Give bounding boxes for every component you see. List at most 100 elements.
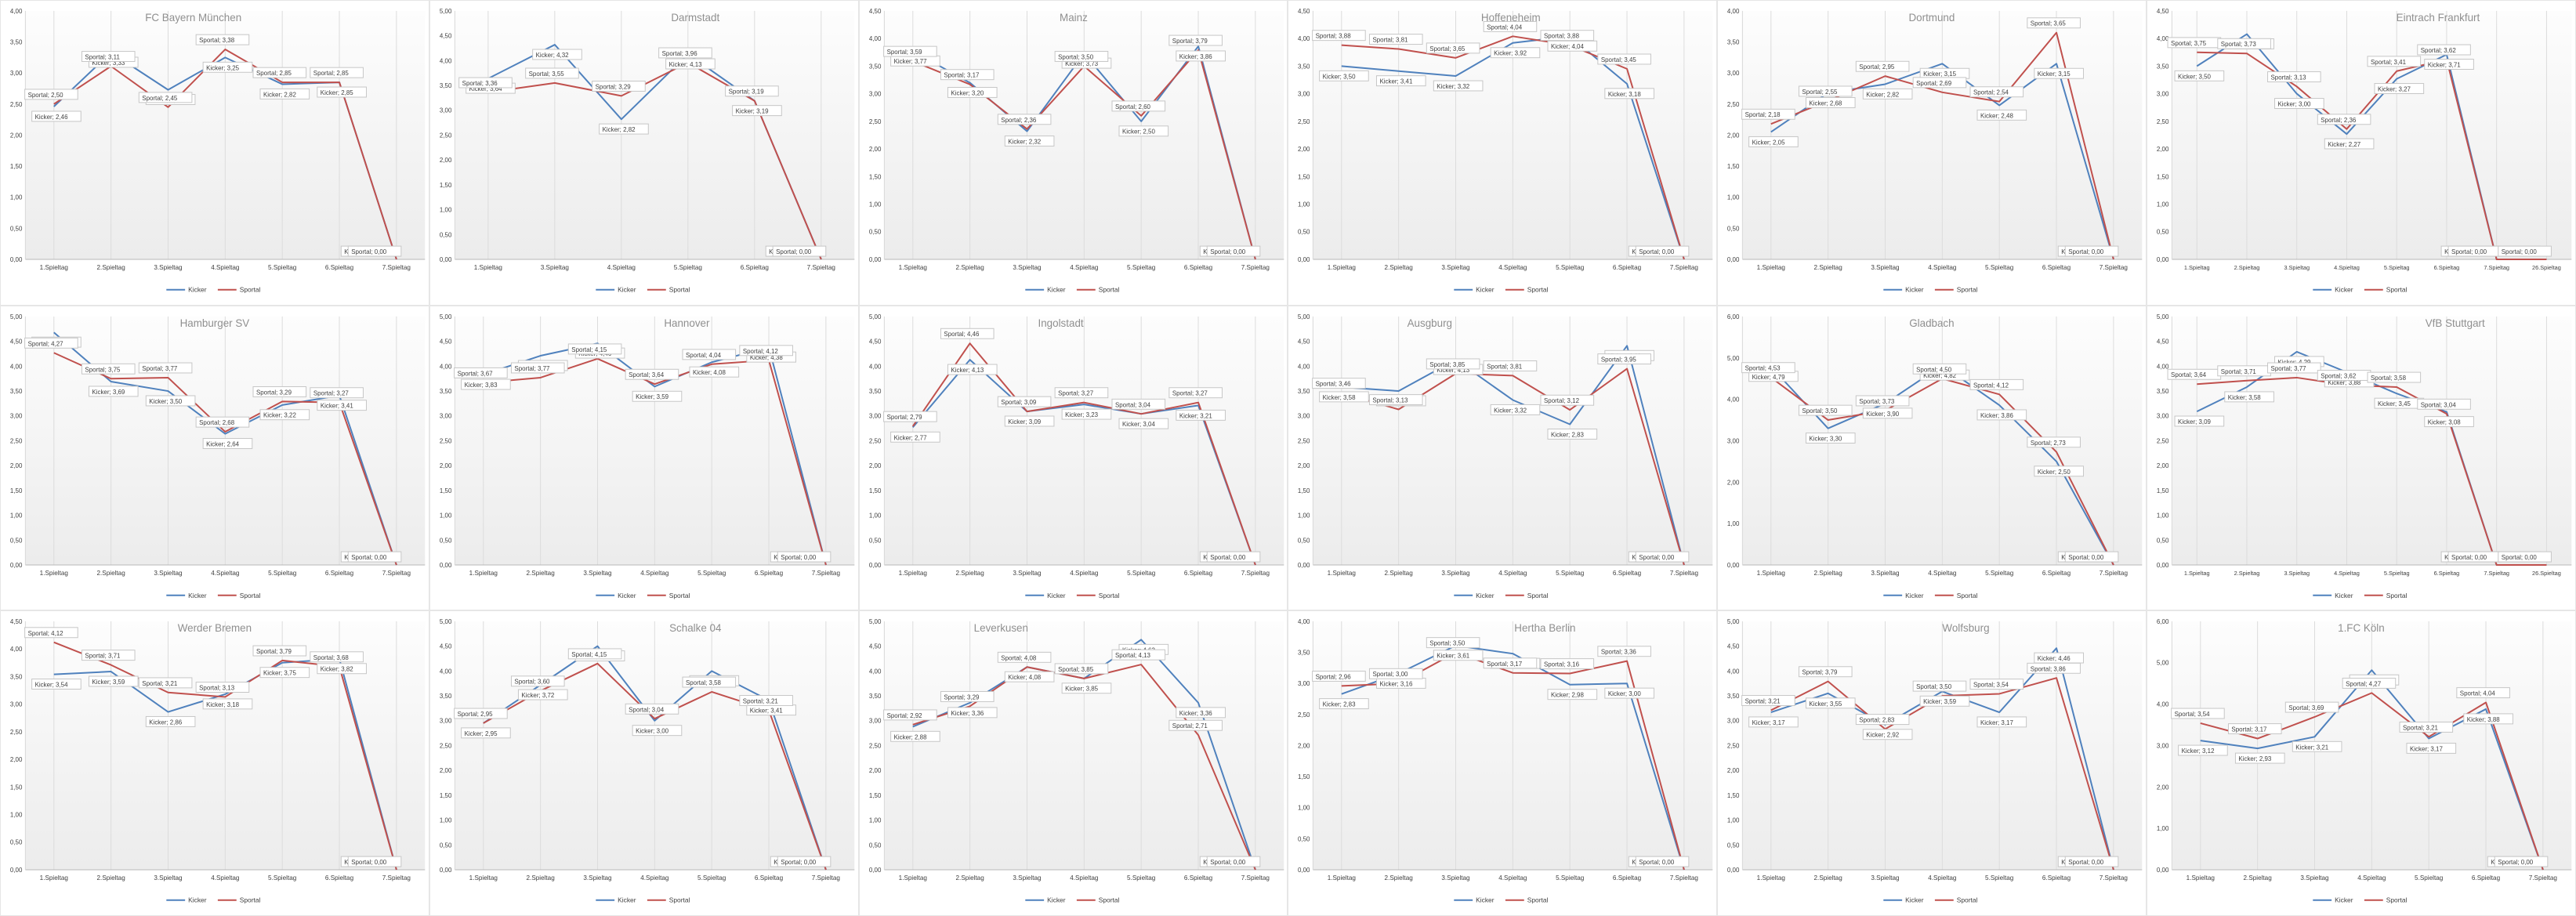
svg-text:Kicker; 3,32: Kicker; 3,32 [1437,83,1470,90]
y-tick-label: 0,00 [440,867,452,874]
svg-text:Sportal; 0,00: Sportal; 0,00 [351,859,387,866]
legend: Kicker Sportal [166,591,261,599]
y-tick-label: 1,50 [10,163,23,170]
y-tick-label: 0,00 [1298,256,1310,263]
x-tick-label: 6.Spieltag [2434,264,2460,271]
x-tick-label: 1.Spieltag [40,264,68,271]
data-label-kicker: Kicker; 3,22 [259,408,310,420]
y-tick-label: 2,50 [1727,101,1740,108]
svg-text:Sportal; 0,00: Sportal; 0,00 [2069,554,2105,561]
y-tick-label: 4,50 [2157,8,2169,15]
svg-text:Kicker; 2,46: Kicker; 2,46 [35,114,68,121]
svg-text:Sportal; 3,36: Sportal; 3,36 [1601,649,1637,656]
data-label-sportal: Sportal; 3,04 [2417,398,2472,410]
data-label-kicker: Kicker; 4,04 [1547,40,1598,52]
data-label-kicker: Kicker; 3,21 [1176,409,1226,421]
y-tick-label: 5,00 [440,313,452,320]
y-tick-label: 3,00 [1727,70,1740,77]
x-tick-label: 2.Spieltag [1385,874,1413,882]
x-tick-label: 5.Spieltag [1985,570,2013,577]
y-tick-label: 1,00 [1298,201,1310,208]
data-label-kicker: Kicker; 3,88 [2463,713,2514,725]
y-tick-label: 3,50 [869,63,882,70]
svg-text:Kicker; 3,30: Kicker; 3,30 [1810,435,1842,442]
y-tick-label: 2,50 [440,437,452,444]
svg-text:Kicker; 3,00: Kicker; 3,00 [1608,690,1641,697]
y-tick-label: 2,00 [1298,462,1310,469]
data-label-sportal: Sportal; 2,69 [1912,77,1967,89]
data-label-sportal: Sportal; 3,04 [625,704,679,715]
legend-sportal-label: Sportal [1527,896,1549,904]
data-label-sportal: Sportal; 0,00 [1636,856,1690,867]
x-tick-label: 1.Spieltag [1328,874,1356,882]
data-label-sportal: Sportal; 3,73 [2217,38,2272,49]
data-label-sportal: Sportal; 0,00 [1206,551,1260,563]
data-label-sportal: Sportal; 2,36 [997,114,1052,125]
y-tick-label: 0,00 [10,867,23,874]
data-label-sportal: Sportal; 3,85 [1054,663,1108,675]
x-tick-label: 5.Spieltag [1127,570,1155,577]
svg-text:Kicker; 2,82: Kicker; 2,82 [1867,91,1900,98]
x-tick-label: 7.Spieltag [2529,874,2557,882]
y-tick-label: 2,00 [2157,462,2169,469]
svg-text:Sportal; 3,46: Sportal; 3,46 [1316,380,1352,387]
legend: Kicker Sportal [1454,286,1549,294]
legend-kicker-label: Kicker [188,896,207,904]
chart-title: VfB Stuttgart [2426,317,2485,329]
svg-text:Sportal; 3,12: Sportal; 3,12 [1544,397,1580,404]
x-tick-label: 5.Spieltag [697,874,726,882]
svg-text:Sportal; 2,95: Sportal; 2,95 [457,711,493,718]
svg-text:Sportal; 3,00: Sportal; 3,00 [1373,672,1409,679]
y-tick-label: 1,00 [2157,201,2169,208]
x-tick-label: 3.Spieltag [583,570,611,577]
data-label-kicker: Kicker; 2,48 [1976,109,2027,121]
svg-text:Sportal; 2,68: Sportal; 2,68 [199,419,235,426]
y-tick-label: 2,50 [10,437,23,444]
data-label-sportal: Sportal; 0,00 [1636,245,1690,257]
svg-text:Sportal; 3,13: Sportal; 3,13 [199,685,235,692]
data-label-sportal: Sportal; 3,21 [138,677,193,689]
svg-text:Kicker; 2,93: Kicker; 2,93 [2239,755,2272,762]
x-tick-label: 1.Spieltag [898,264,926,271]
data-label-sportal: Sportal; 2,68 [195,416,250,428]
y-tick-label: 4,50 [869,338,882,345]
data-label-sportal: Sportal; 3,75 [81,363,136,375]
data-label-sportal: Sportal; 4,04 [682,349,736,360]
y-tick-label: 4,00 [1298,363,1310,370]
svg-text:Kicker; 3,50: Kicker; 3,50 [1323,73,1356,80]
chart-canvas-schalke-04: 0,00 0,50 1,00 1,50 2,00 2,50 3,00 3,50 4,00 4,50… [440,618,855,904]
legend-kicker-label: Kicker [618,286,636,294]
data-label-kicker: Kicker; 3,23 [1061,408,1111,420]
data-label-kicker: Kicker; 3,77 [889,55,940,67]
data-label-sportal: Sportal; 4,13 [1111,650,1165,661]
data-label-kicker: Kicker; 2,92 [1863,729,1913,740]
x-tick-label: 3.Spieltag [1013,874,1041,882]
svg-text:Kicker; 2,82: Kicker; 2,82 [602,126,635,133]
svg-text:Sportal; 2,85: Sportal; 2,85 [256,70,292,77]
data-label-sportal: Sportal; 2,50 [24,89,78,100]
data-label-kicker: Kicker; 3,41 [746,704,796,716]
data-label-sportal: Sportal; 3,68 [310,651,364,663]
svg-text:Sportal; 4,08: Sportal; 4,08 [1001,655,1037,662]
chart-title: Ausgburg [1408,317,1452,329]
y-tick-label: 3,50 [1727,39,1740,46]
data-label-kicker: Kicker; 3,72 [517,689,568,701]
svg-text:Sportal; 3,38: Sportal; 3,38 [199,37,235,44]
svg-text:Sportal; 2,36: Sportal; 2,36 [2321,117,2357,124]
data-label-sportal: Sportal; 2,60 [1111,100,1165,112]
chart-ausgburg: 0,00 0,50 1,00 1,50 2,00 2,50 3,00 3,50 4,00 4,50… [1288,305,1718,611]
data-label-kicker: Kicker; 4,13 [947,364,998,375]
data-label-kicker: Kicker; 3,71 [2424,59,2475,70]
svg-text:Sportal; 3,73: Sportal; 3,73 [2221,41,2257,48]
y-tick-label: 0,00 [2157,562,2169,569]
data-label-kicker: Kicker; 2,98 [1547,689,1598,701]
svg-text:Sportal; 3,19: Sportal; 3,19 [728,89,764,96]
x-tick-label: 6.Spieltag [2434,570,2460,577]
data-label-sportal: Sportal; 3,60 [510,675,565,687]
data-label-sportal: Sportal; 0,00 [2065,551,2119,563]
svg-text:Kicker; 3,61: Kicker; 3,61 [1437,653,1470,660]
data-label-kicker: Kicker; 3,12 [2178,744,2228,756]
x-tick-label: 6.Spieltag [325,570,353,577]
y-tick-label: 3,50 [1727,693,1740,700]
x-tick-label: 7.Spieltag [2484,570,2510,577]
